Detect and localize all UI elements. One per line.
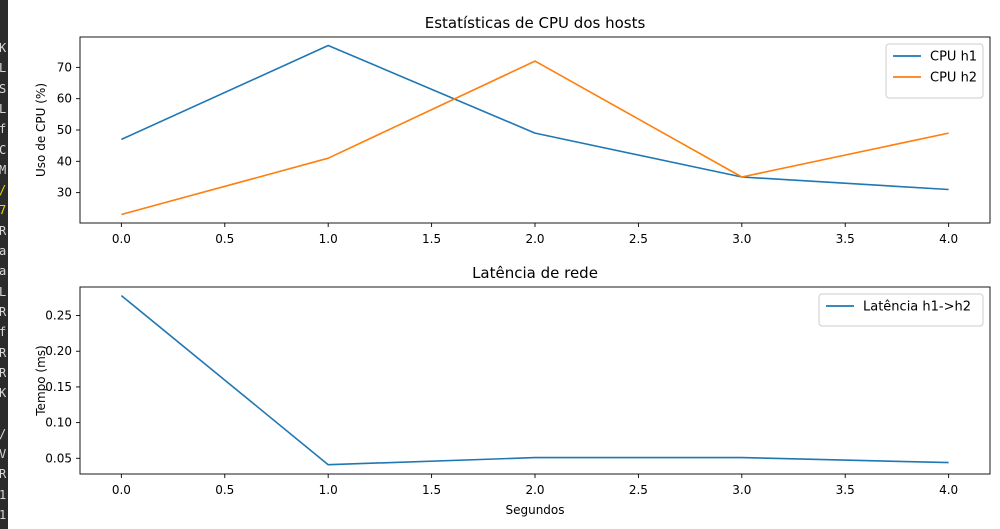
legend: Latência h1->h2: [818, 293, 984, 327]
y-tick-label: 30: [57, 186, 72, 200]
terminal-glyph: 1: [0, 507, 7, 522]
x-tick-label: 1.0: [319, 483, 338, 497]
x-tick-label: 0.0: [112, 483, 131, 497]
x-tick-label: 4.0: [939, 483, 958, 497]
y-tick-label: 70: [57, 60, 72, 74]
x-tick-label: 1.5: [422, 483, 441, 497]
x-tick-label: 2.5: [629, 232, 648, 246]
terminal-glyph: R: [0, 223, 7, 238]
terminal-glyph: S: [0, 81, 7, 96]
terminal-glyph: L: [0, 61, 7, 76]
plot-frame: [79, 36, 991, 224]
series-line-1: [120, 294, 949, 466]
chart-title: Latência de rede: [472, 264, 598, 282]
legend-box: [885, 43, 984, 99]
x-axis-label: Segundos: [505, 503, 564, 517]
series-line-1: [121, 44, 949, 191]
x-tick-label: 2.5: [629, 483, 648, 497]
x-tick-label: 1.0: [319, 232, 338, 246]
legend-box: [818, 293, 984, 327]
terminal-glyph: M: [0, 162, 7, 177]
terminal-glyph: C: [0, 142, 7, 157]
terminal-glyph: f: [0, 122, 7, 137]
terminal-glyph: L: [0, 101, 7, 116]
terminal-glyph: a: [0, 264, 7, 279]
terminal-glyph: a: [0, 244, 7, 258]
x-tick-label: 3.5: [836, 483, 855, 497]
terminal-glyph: R: [0, 345, 7, 360]
cpu-chart: Estatísticas de CPU dos hosts 0.0 0.5 1.0 1.…: [34, 14, 991, 246]
x-tick-label: 4.0: [939, 232, 958, 246]
x-tick-label: 1.5: [422, 232, 441, 246]
y-tick-label: 50: [57, 123, 72, 137]
y-tick-label: 0.10: [45, 416, 72, 430]
terminal-glyph: L: [0, 284, 7, 299]
legend-entry: CPU h1: [930, 50, 977, 65]
terminal-glyph: K: [0, 41, 7, 55]
x-tick-label: 3.0: [732, 483, 751, 497]
legend: CPU h1 CPU h2: [885, 43, 984, 99]
terminal-glyph: K: [0, 386, 7, 401]
y-tick-label: 40: [57, 154, 72, 168]
y-axis-label: Uso de CPU (%): [34, 83, 48, 177]
x-tick-label: 0.0: [112, 232, 131, 246]
terminal-glyph: R: [0, 365, 7, 380]
y-axis-label: Tempo (ms): [34, 345, 48, 416]
legend-entry: Latência h1->h2: [863, 300, 971, 315]
terminal-glyph: /: [0, 184, 8, 196]
terminal-glyph: R: [0, 467, 7, 482]
y-tick-label: 0.25: [45, 309, 72, 323]
x-tick-label: 3.5: [836, 232, 855, 246]
terminal-glyph: 7: [0, 203, 7, 218]
y-tick-label: 0.20: [45, 344, 72, 358]
y-tick-label: 0.05: [45, 451, 72, 465]
terminal-glyph: /: [0, 428, 8, 440]
x-tick-label: 3.0: [732, 232, 751, 246]
latency-chart: Latência de rede 0.0 0.5 1.0 1.5 2.0 2.5 3.0 3.5…: [34, 264, 991, 517]
chart-title: Estatísticas de CPU dos hosts: [425, 14, 646, 32]
terminal-glyph: 1: [0, 487, 7, 502]
x-tick-label: 0.5: [215, 232, 234, 246]
x-tick-label: 0.5: [215, 483, 234, 497]
y-tick-label: 0.15: [45, 380, 72, 394]
terminal-glyph: R: [0, 304, 7, 319]
x-tick-label: 2.0: [525, 483, 544, 497]
terminal-glyph: f: [0, 325, 7, 340]
series-line-2: [121, 60, 949, 216]
terminal-glyph: V: [0, 447, 7, 461]
x-tick-label: 2.0: [525, 232, 544, 246]
y-tick-label: 60: [57, 92, 72, 106]
legend-entry: CPU h2: [930, 71, 977, 86]
